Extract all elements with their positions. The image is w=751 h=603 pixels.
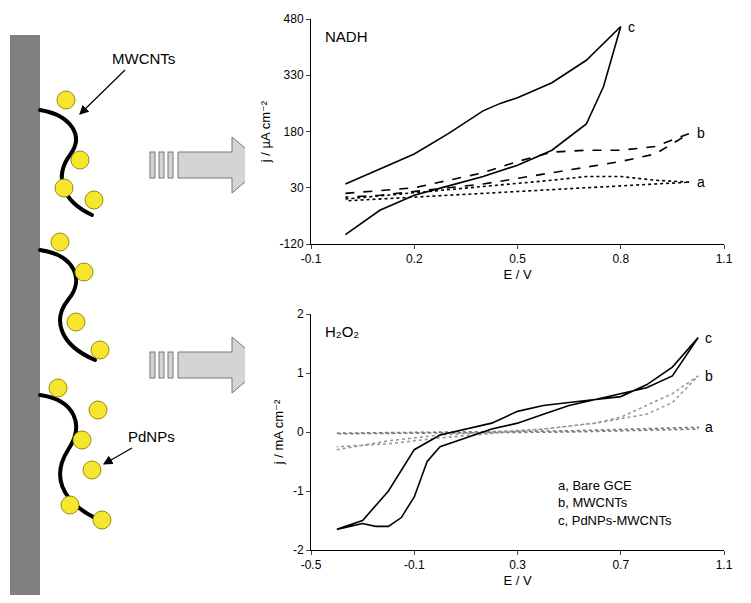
svg-text:2: 2 [297,307,304,321]
svg-text:j / µA cm⁻²: j / µA cm⁻² [258,100,273,163]
svg-text:-2: -2 [293,543,304,557]
svg-text:b: b [697,125,705,141]
svg-text:b, MWCNTs: b, MWCNTs [558,495,628,510]
svg-text:NADH: NADH [325,28,368,45]
svg-text:330: 330 [284,68,304,82]
svg-text:PdNPs: PdNPs [128,428,175,445]
svg-text:-0.5: -0.5 [301,558,322,572]
svg-text:-0.1: -0.1 [404,558,425,572]
svg-text:0.7: 0.7 [612,558,629,572]
svg-text:c: c [628,19,635,35]
svg-text:0.5: 0.5 [509,252,526,266]
svg-text:0.8: 0.8 [612,252,629,266]
svg-text:-0.1: -0.1 [301,252,322,266]
svg-text:180: 180 [284,125,304,139]
svg-text:480: 480 [284,12,304,26]
svg-text:0.2: 0.2 [406,252,423,266]
svg-text:a: a [697,174,705,190]
svg-text:E / V: E / V [503,267,532,282]
svg-text:a, Bare GCE: a, Bare GCE [558,478,632,493]
svg-text:c: c [705,330,712,346]
svg-text:MWCNTs: MWCNTs [112,50,175,67]
svg-text:a: a [705,419,713,435]
svg-text:j / mA cm⁻²: j / mA cm⁻² [271,399,286,465]
svg-text:-1: -1 [293,484,304,498]
svg-text:1.1: 1.1 [716,558,733,572]
svg-text:E / V: E / V [503,573,532,588]
svg-text:0: 0 [297,425,304,439]
svg-text:30: 30 [290,181,304,195]
svg-text:H₂O₂: H₂O₂ [325,323,359,340]
svg-text:1.1: 1.1 [716,252,733,266]
svg-text:-120: -120 [280,237,304,251]
svg-text:b: b [705,368,713,384]
svg-text:1: 1 [297,366,304,380]
svg-text:c, PdNPs-MWCNTs: c, PdNPs-MWCNTs [558,513,672,528]
svg-text:0.3: 0.3 [509,558,526,572]
